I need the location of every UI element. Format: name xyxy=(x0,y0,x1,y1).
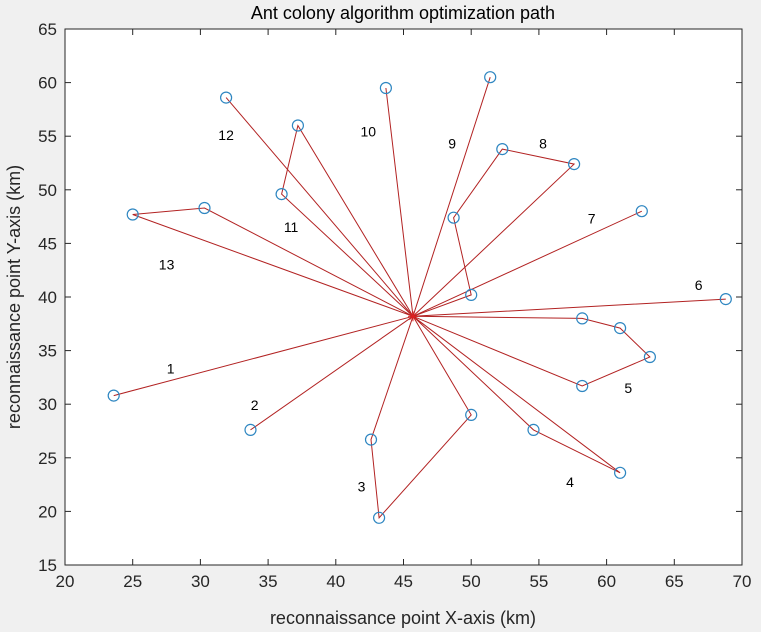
x-axis-label: reconnaissance point X-axis (km) xyxy=(270,608,536,628)
y-tick-label: 40 xyxy=(38,288,57,307)
point-marker xyxy=(198,201,211,215)
point-marker xyxy=(275,188,288,201)
x-tick-label: 55 xyxy=(529,572,548,591)
x-tick-label: 70 xyxy=(733,572,752,591)
point-marker xyxy=(291,119,304,132)
route-label-12: 12 xyxy=(218,127,234,143)
point-marker xyxy=(379,81,392,95)
point-marker xyxy=(635,205,648,218)
route-label-5: 5 xyxy=(624,380,632,396)
point-marker xyxy=(465,408,478,421)
point-marker xyxy=(364,433,378,446)
route-line-10 xyxy=(385,87,414,317)
point-marker xyxy=(220,91,233,104)
depot-marker-stroke xyxy=(409,312,417,321)
route-line-9 xyxy=(412,77,491,317)
y-tick-label: 60 xyxy=(38,74,57,93)
x-tick-label: 60 xyxy=(597,572,616,591)
point-marker xyxy=(567,158,581,171)
route-line-1 xyxy=(113,315,414,397)
chart-title: Ant colony algorithm optimization path xyxy=(251,3,555,23)
axes-background xyxy=(65,29,742,565)
x-tick-label: 50 xyxy=(462,572,481,591)
route-label-2: 2 xyxy=(251,397,259,413)
point-marker xyxy=(126,208,139,221)
route-label-8: 8 xyxy=(539,136,547,152)
point-marker xyxy=(484,71,497,84)
point-marker xyxy=(576,312,589,325)
route-label-3: 3 xyxy=(358,479,366,495)
route-label-13: 13 xyxy=(159,257,175,273)
x-tick-label: 65 xyxy=(665,572,684,591)
x-axis-ticks: 20 25 30 35 40 45 50 55 60 65 70 xyxy=(56,29,752,591)
y-axis-label: reconnaissance point Y-axis (km) xyxy=(4,165,24,429)
route-label-6: 6 xyxy=(695,277,703,293)
point-markers xyxy=(107,71,732,524)
route-label-9: 9 xyxy=(448,136,456,152)
route-label-4: 4 xyxy=(566,474,574,490)
point-marker xyxy=(447,211,460,224)
x-tick-label: 45 xyxy=(394,572,413,591)
point-marker xyxy=(613,466,627,479)
x-tick-label: 25 xyxy=(123,572,142,591)
route-line-11 xyxy=(281,124,414,317)
y-tick-label: 45 xyxy=(38,234,57,253)
y-tick-label: 30 xyxy=(38,395,57,414)
y-tick-label: 55 xyxy=(38,127,57,146)
y-tick-label: 35 xyxy=(38,342,57,361)
y-tick-label: 15 xyxy=(38,556,57,575)
point-marker xyxy=(527,423,540,436)
route-line-7 xyxy=(412,210,643,317)
route-line-4 xyxy=(412,315,621,474)
point-marker xyxy=(496,143,509,156)
route-line-8 xyxy=(412,148,576,317)
x-tick-label: 40 xyxy=(326,572,345,591)
route-label-11: 11 xyxy=(284,219,299,235)
route-lines xyxy=(113,77,726,519)
point-marker xyxy=(107,389,120,402)
y-tick-label: 25 xyxy=(38,449,57,468)
route-label-1: 1 xyxy=(167,361,175,377)
point-marker xyxy=(373,511,386,524)
point-marker xyxy=(465,288,478,301)
x-tick-label: 20 xyxy=(56,572,75,591)
point-marker xyxy=(613,322,627,335)
y-tick-label: 20 xyxy=(38,502,57,521)
route-line-6 xyxy=(412,298,726,317)
depot-marker xyxy=(407,311,418,322)
route-line-2 xyxy=(250,315,414,431)
y-tick-label: 65 xyxy=(38,20,57,39)
x-tick-label: 35 xyxy=(259,572,278,591)
x-tick-label: 30 xyxy=(191,572,210,591)
route-label-10: 10 xyxy=(361,124,377,140)
route-line-3 xyxy=(370,316,472,519)
route-line-13 xyxy=(132,207,414,317)
point-marker xyxy=(719,293,732,306)
route-line-5 xyxy=(412,315,651,387)
route-label-7: 7 xyxy=(588,211,596,227)
point-marker xyxy=(576,379,589,393)
point-marker xyxy=(643,350,657,364)
y-tick-label: 50 xyxy=(38,181,57,200)
point-marker xyxy=(244,423,257,436)
route-line-12 xyxy=(225,97,414,317)
